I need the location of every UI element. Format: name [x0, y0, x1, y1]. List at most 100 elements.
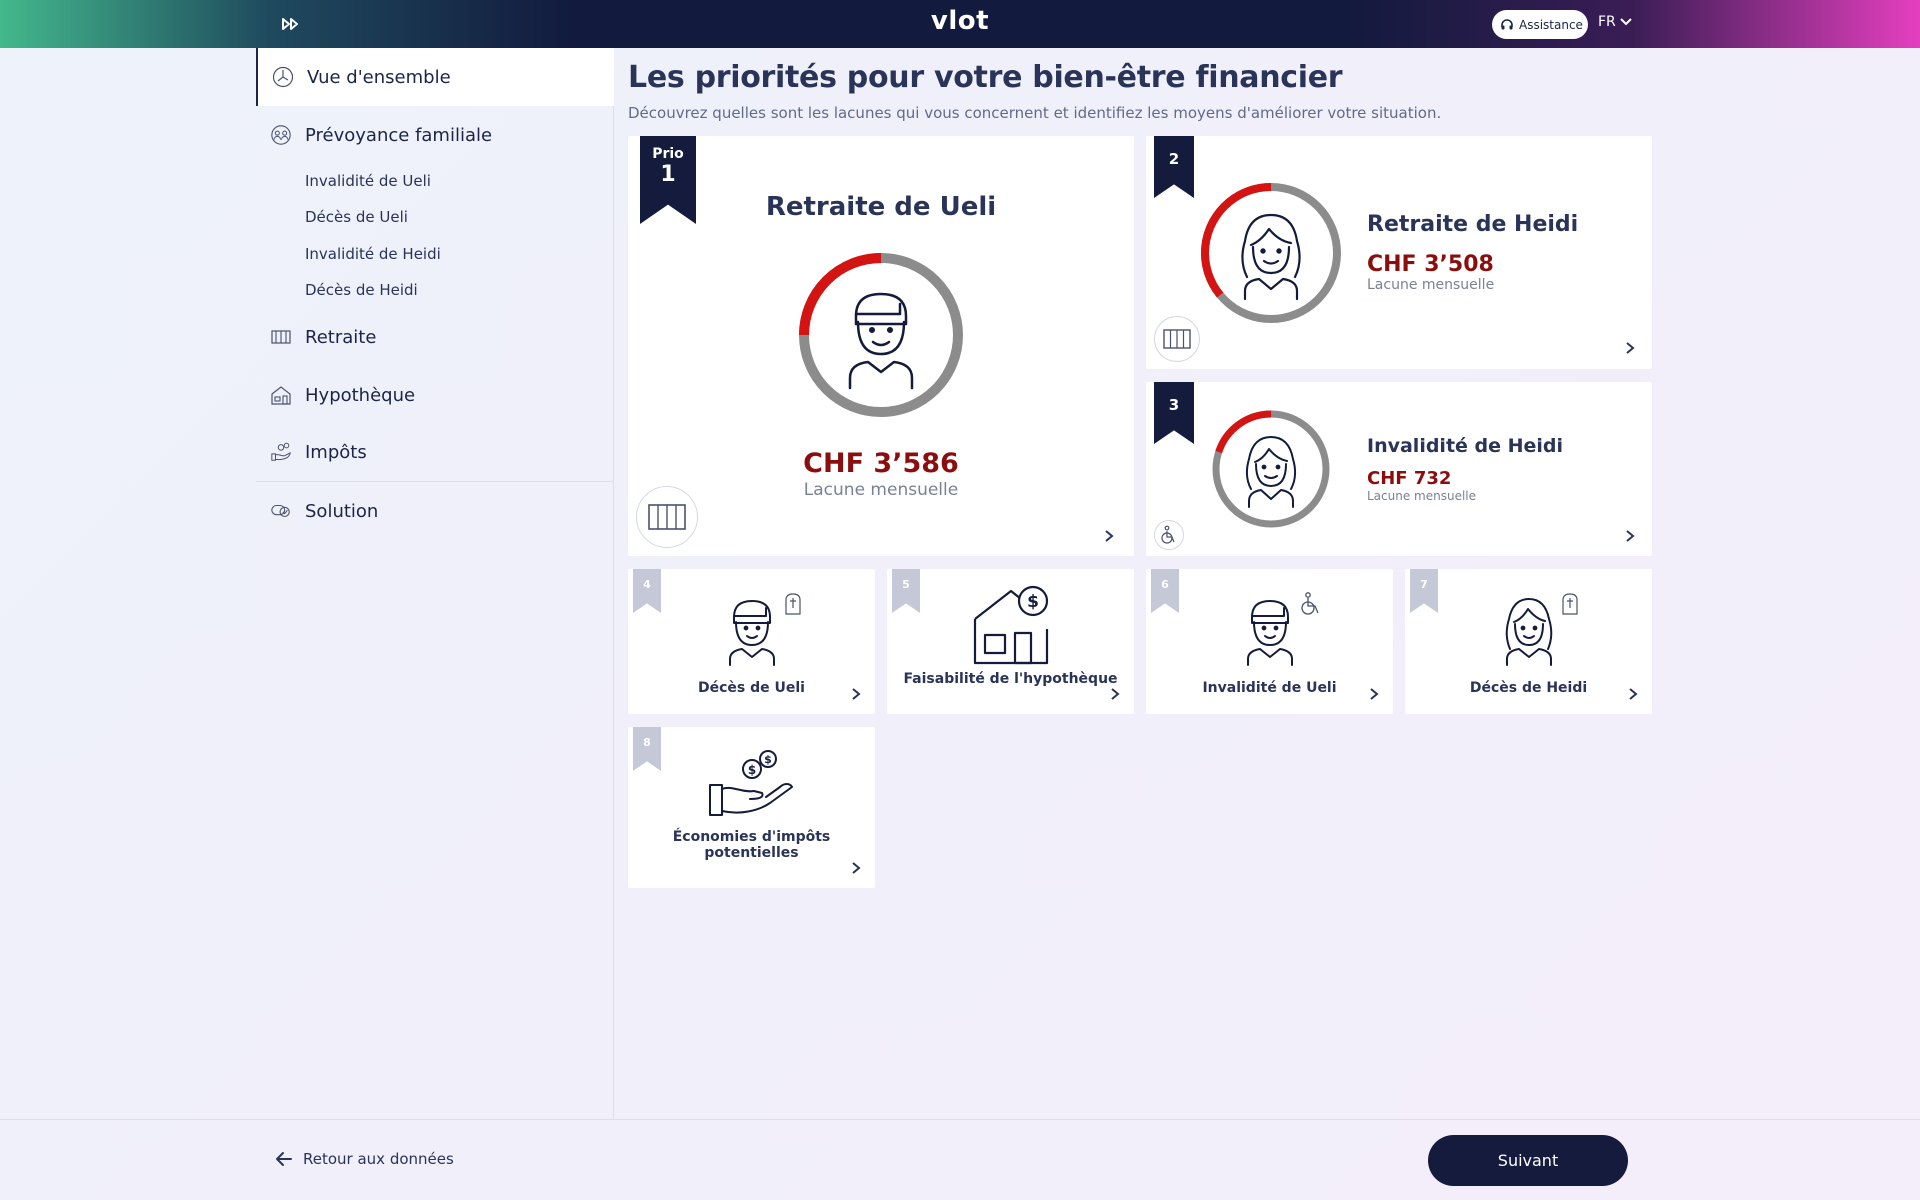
card-title: Retraite de Heidi — [1367, 212, 1579, 237]
tombstone-icon — [1562, 593, 1578, 615]
priority-ribbon: 2 — [1154, 136, 1194, 198]
chevron-right-icon — [1102, 529, 1116, 543]
sidebar-item-solution[interactable]: Solution — [256, 482, 614, 540]
language-selector[interactable]: FR — [1598, 14, 1632, 30]
prio-rank: 2 — [1168, 150, 1180, 168]
language-value: FR — [1598, 14, 1616, 30]
card-title: Retraite de Ueli — [765, 192, 997, 222]
family-icon — [270, 124, 292, 146]
priority-ribbon: 6 — [1151, 569, 1179, 613]
prio-rank: 1 — [660, 162, 676, 187]
gap-amount: CHF 732 — [1367, 468, 1452, 489]
sidebar-divider — [256, 481, 614, 482]
double-chevron-right-icon — [282, 18, 298, 30]
svg-text:$: $ — [1027, 592, 1039, 612]
gap-ring-chart — [1201, 183, 1341, 323]
priority-tile-mortgage-feasibility[interactable]: 5 $ Faisabilité de l'hypothèque — [887, 569, 1134, 714]
svg-text:$: $ — [764, 753, 772, 766]
sidebar-item-retirement[interactable]: Retraite — [256, 308, 614, 366]
page-subtitle: Découvrez quelles sont les lacunes qui v… — [628, 104, 1442, 122]
wheelchair-icon — [1301, 592, 1319, 615]
sidebar-subitem-heidi-disability[interactable]: Invalidité de Heidi — [305, 245, 441, 263]
priority-card-ueli-retirement[interactable]: Prio 1 Retraite de Ueli CHF 3’586 Lacune… — [628, 136, 1134, 556]
gap-amount: CHF 3’508 — [1367, 252, 1494, 277]
chevron-down-icon — [1620, 18, 1632, 26]
priority-ribbon: 5 — [892, 569, 920, 613]
sidebar-item-label: Impôts — [305, 441, 367, 463]
prio-rank: 5 — [902, 578, 910, 591]
svg-text:$: $ — [748, 763, 756, 777]
priority-ribbon: 4 — [633, 569, 661, 613]
priority-tile-ueli-disability[interactable]: 6 Invalidité de Ueli — [1146, 569, 1393, 714]
sidebar-item-label: Prévoyance familiale — [305, 124, 493, 146]
sidebar-item-mortgage[interactable]: Hypothèque — [256, 366, 614, 424]
woman-avatar-icon — [1505, 598, 1553, 666]
gap-ring-chart — [1212, 410, 1330, 528]
gap-amount-label: Lacune mensuelle — [1367, 277, 1495, 293]
sidebar-item-taxes[interactable]: Impôts — [256, 423, 614, 481]
prio-rank: 3 — [1168, 396, 1180, 414]
chevron-right-icon — [1108, 687, 1122, 701]
prio-label: Prio — [652, 146, 684, 162]
overview-icon — [272, 66, 294, 88]
man-avatar-icon — [729, 600, 775, 666]
assistance-label: Assistance — [1519, 17, 1583, 32]
man-avatar-icon — [848, 292, 914, 390]
sidebar-subitem-ueli-disability[interactable]: Invalidité de Ueli — [305, 172, 431, 190]
footer-bar: Retour aux données Suivant — [0, 1119, 1920, 1200]
sidebar-item-label: Hypothèque — [305, 384, 416, 406]
collapse-sidebar-button[interactable] — [278, 12, 304, 36]
headset-icon — [1501, 18, 1513, 29]
page-title: Les priorités pour votre bien-être finan… — [628, 60, 1343, 95]
chevron-right-icon — [849, 861, 863, 875]
priority-card-heidi-disability[interactable]: 3 Invalidité de Heidi CHF 732 Lacune men… — [1146, 382, 1652, 556]
gap-amount-label: Lacune mensuelle — [803, 480, 959, 500]
priority-ribbon: 8 — [633, 727, 661, 771]
woman-avatar-icon — [1241, 213, 1301, 301]
gap-ring-chart — [799, 253, 963, 417]
sidebar-item-label: Retraite — [305, 326, 377, 348]
sidebar-subitem-ueli-death[interactable]: Décès de Ueli — [305, 208, 408, 226]
gap-ring-segment — [1201, 183, 1341, 323]
hand-coins-icon: $ $ — [709, 750, 793, 816]
man-avatar-icon — [1247, 600, 1293, 666]
retirement-icon — [1154, 316, 1200, 362]
sidebar: Vue d'ensemble Prévoyance familiale Inva… — [256, 48, 614, 1120]
back-label: Retour aux données — [303, 1150, 454, 1168]
chevron-right-icon — [1626, 687, 1640, 701]
next-button[interactable]: Suivant — [1428, 1135, 1628, 1186]
tombstone-icon — [785, 593, 801, 615]
back-to-data-link[interactable]: Retour aux données — [275, 1150, 454, 1168]
chevron-right-icon — [1623, 341, 1637, 355]
tax-hand-icon — [270, 441, 292, 463]
sidebar-item-label: Vue d'ensemble — [307, 66, 451, 88]
tile-label: Décès de Ueli — [698, 680, 805, 696]
prio-rank: 8 — [643, 736, 651, 749]
wheelchair-icon — [1154, 520, 1184, 550]
chevron-right-icon — [1367, 687, 1381, 701]
house-icon — [270, 384, 292, 406]
sidebar-item-family-protection[interactable]: Prévoyance familiale — [256, 106, 614, 164]
arrow-left-icon — [276, 1152, 292, 1166]
vlot-logo[interactable]: vlot — [930, 6, 990, 36]
priority-tile-tax-savings[interactable]: 8 $ $ Économies d'impôts potentielles — [628, 727, 875, 888]
priority-tile-ueli-death[interactable]: 4 Décès de Ueli — [628, 569, 875, 714]
tile-label: Invalidité de Ueli — [1202, 680, 1337, 696]
sidebar-subitem-heidi-death[interactable]: Décès de Heidi — [305, 281, 418, 299]
tile-label: Économies d'impôts potentielles — [672, 829, 831, 861]
prio-rank: 4 — [643, 578, 651, 591]
sidebar-item-overview[interactable]: Vue d'ensemble — [256, 48, 614, 106]
priority-ribbon: 3 — [1154, 382, 1194, 444]
solution-icon — [270, 500, 292, 522]
house-dollar-icon: $ — [973, 585, 1049, 665]
priority-tile-heidi-death[interactable]: 7 Décès de Heidi — [1405, 569, 1652, 714]
sidebar-item-label: Solution — [305, 500, 379, 522]
gap-amount-label: Lacune mensuelle — [1367, 489, 1477, 503]
gap-ring-segment — [799, 253, 963, 417]
retirement-icon — [636, 486, 698, 548]
assistance-button[interactable]: Assistance — [1492, 10, 1588, 39]
prio-rank: 6 — [1161, 578, 1169, 591]
card-title: Invalidité de Heidi — [1367, 435, 1564, 457]
priority-card-heidi-retirement[interactable]: 2 Retraite de Heidi CHF 3’508 Lacune men… — [1146, 136, 1652, 369]
gap-amount: CHF 3’586 — [803, 448, 959, 479]
